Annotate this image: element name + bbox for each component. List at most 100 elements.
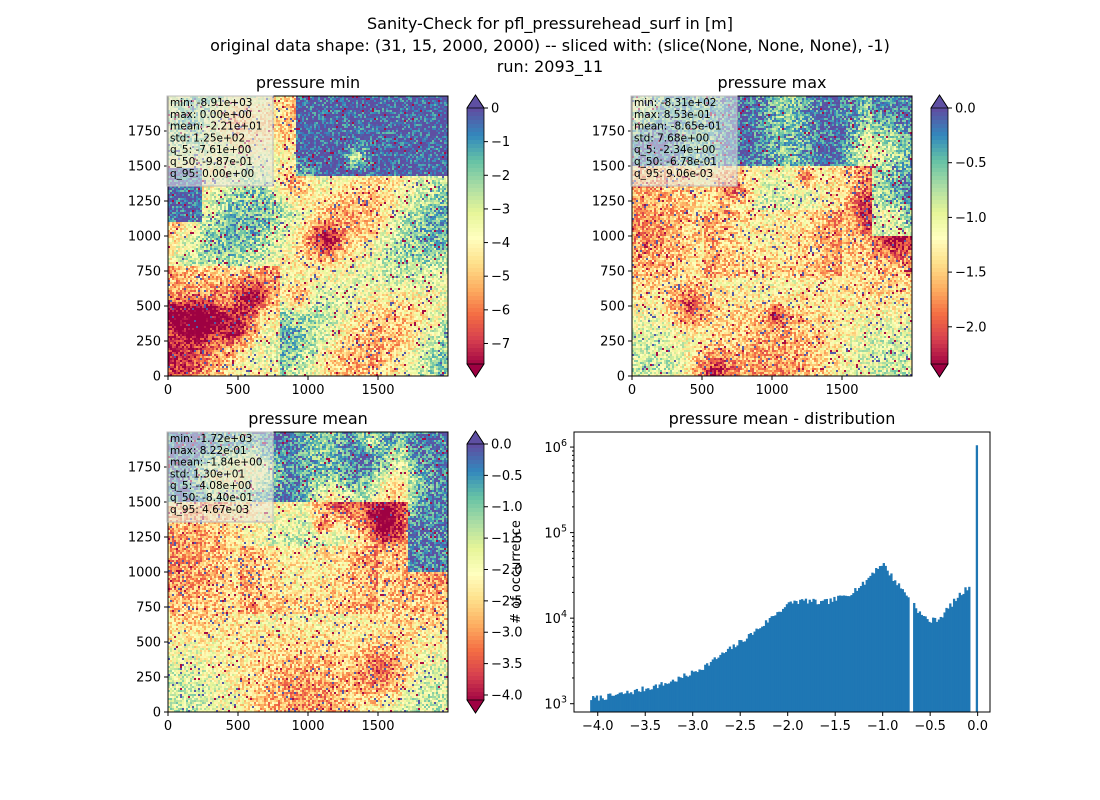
stats-line: std: 1.25e+02 — [170, 132, 245, 144]
colorbar-segment — [931, 164, 948, 169]
y-tick-label: 105 — [544, 524, 567, 542]
histogram-bar — [780, 611, 783, 712]
histogram-bar — [837, 595, 840, 712]
colorbar-max: 0.0 −0.5 −1.0 −1.5 −2.0 — [930, 94, 987, 378]
x-tick-label: 1000 — [291, 383, 324, 398]
histogram-bar — [630, 692, 633, 712]
histogram-bar — [673, 681, 677, 712]
histogram-bar — [730, 649, 734, 712]
colorbar-segment — [467, 508, 484, 513]
colorbar-segment — [931, 176, 948, 181]
histogram-bar — [975, 445, 979, 712]
y-tick-exponent: 3 — [561, 695, 567, 706]
colorbar-segment — [467, 164, 484, 169]
colorbar-segment — [931, 108, 948, 113]
histogram-bar — [806, 603, 809, 712]
y-tick-label: 250 — [136, 671, 161, 686]
stats-box-background — [166, 431, 274, 523]
histogram-bar — [698, 669, 701, 712]
colorbar-segment — [931, 360, 948, 365]
colorbar-segment — [467, 560, 484, 565]
colorbar-segment — [467, 640, 484, 645]
colorbar-segment — [931, 324, 948, 329]
colorbar-segment — [467, 532, 484, 537]
histogram-bar — [854, 588, 857, 712]
histogram-bar — [778, 611, 781, 712]
histogram-bar — [850, 595, 853, 712]
histogram-bar — [816, 604, 819, 712]
histogram-bar — [744, 641, 747, 712]
colorbar-segment — [467, 220, 484, 225]
histogram-bar — [707, 665, 711, 712]
colorbar-segment — [467, 136, 484, 141]
y-tick-label: 1250 — [592, 195, 625, 210]
histogram-bar — [687, 676, 690, 712]
stats-line: q_5: -7.61e+00 — [170, 144, 251, 156]
y-tick-base: 10 — [544, 612, 561, 627]
histogram-bar — [656, 688, 659, 712]
colorbar-segment — [467, 248, 484, 253]
histogram-bar — [804, 598, 808, 712]
histogram-bar — [895, 585, 899, 712]
colorbar-segment — [467, 548, 484, 553]
colorbar-segment — [467, 320, 484, 325]
y-tick-exponent: 4 — [561, 609, 567, 620]
colorbar-segment — [467, 624, 484, 629]
colorbar-segment — [931, 344, 948, 349]
colorbar-segment — [467, 676, 484, 681]
colorbar-segment — [931, 160, 948, 165]
histogram-bar — [956, 597, 960, 712]
colorbar-segment — [931, 136, 948, 141]
colorbar-segment — [467, 516, 484, 521]
histogram-bar — [669, 681, 673, 712]
histogram-bar — [916, 613, 920, 712]
panel-title-distribution: pressure mean - distribution — [669, 409, 896, 428]
colorbar-segment — [931, 248, 948, 253]
colorbar-segment — [467, 696, 484, 701]
y-tick-label: 1750 — [128, 461, 161, 476]
histogram-bar — [833, 596, 836, 712]
colorbar-segment — [467, 140, 484, 145]
colorbar-segment — [931, 300, 948, 305]
colorbar-segment — [467, 208, 484, 213]
colorbar-segment — [467, 496, 484, 501]
colorbar-segment — [931, 212, 948, 217]
colorbar-segment — [467, 648, 484, 653]
histogram-bar — [715, 659, 718, 712]
histogram-bar — [768, 618, 772, 712]
colorbar-segment — [467, 536, 484, 541]
colorbar-segment — [931, 356, 948, 361]
colorbar-segment — [931, 280, 948, 285]
histogram-bar — [856, 590, 859, 712]
colorbar-segment — [931, 288, 948, 293]
colorbar-extend-under — [466, 699, 485, 714]
histogram-bar — [751, 634, 754, 712]
histogram-bar — [886, 570, 889, 712]
stats-line: q_50: -8.40e-01 — [170, 492, 253, 504]
stats-line: max: 0.00e+00 — [170, 109, 252, 121]
colorbar-segment — [467, 568, 484, 573]
histogram-bar — [637, 691, 640, 712]
colorbar-segment — [467, 652, 484, 657]
histogram-bar — [958, 592, 961, 712]
stats-line: mean: -1.84e+00 — [170, 457, 262, 469]
colorbar-segment — [467, 152, 484, 157]
x-tick-label: 1500 — [361, 719, 394, 734]
y-tick-label: 1750 — [592, 125, 625, 140]
colorbar-segment — [931, 272, 948, 277]
colorbar-segment — [467, 116, 484, 121]
colorbar-segment — [467, 668, 484, 673]
panel-mean: pressure mean 0 500 1000 1500 0 250 500 750 1000 1… — [128, 409, 523, 734]
histogram-bar — [882, 563, 885, 712]
colorbar-extend-over — [466, 430, 485, 445]
histogram-bar — [717, 657, 720, 712]
histogram-bar — [939, 616, 942, 712]
colorbar-segment — [467, 480, 484, 485]
x-tick-label: 500 — [690, 383, 715, 398]
histogram-bar — [647, 688, 650, 712]
histogram-bar — [599, 695, 602, 712]
colorbar-segment — [467, 212, 484, 217]
colorbar-tick-label: −2.5 — [491, 594, 523, 609]
